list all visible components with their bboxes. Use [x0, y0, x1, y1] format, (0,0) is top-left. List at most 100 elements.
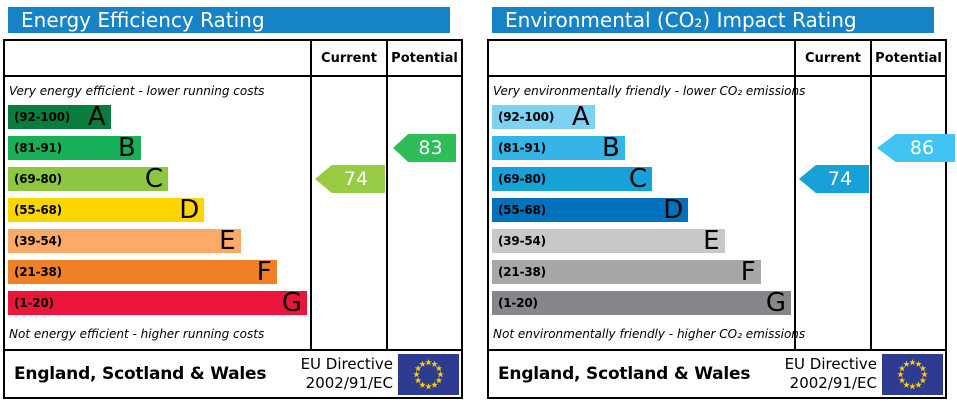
band-e-range: (39-54): [498, 234, 546, 248]
band-c-range: (69-80): [14, 172, 62, 186]
current-value-cell: 74: [310, 77, 386, 349]
band-f-range: (21-38): [14, 265, 62, 279]
potential-value-cell: 83: [386, 77, 461, 349]
potential-value-cell: 86: [870, 77, 955, 349]
environmental-impact-table: Current Potential Very environmentally f…: [487, 39, 955, 399]
band-f-range: (21-38): [498, 265, 546, 279]
current-column-header: Current: [794, 41, 870, 75]
band-e-bar: (39-54) E: [492, 226, 725, 256]
current-rating-arrow: 74: [315, 165, 385, 193]
potential-rating-value: 83: [418, 137, 443, 159]
band-row-f: (21-38) F: [8, 257, 310, 291]
band-a-range: (92-100): [14, 110, 71, 124]
band-e-bar: (39-54) E: [8, 226, 241, 256]
rating-bands: (92-100) A (81-91) B (69-80) C (55-68) D (39…: [8, 102, 310, 322]
band-b-letter: B: [118, 133, 136, 163]
band-g-letter: G: [765, 288, 786, 318]
band-c-range: (69-80): [498, 172, 546, 186]
band-b-bar: (81-91) B: [492, 133, 625, 163]
band-c-letter: C: [628, 164, 648, 194]
band-a-bar: (92-100) A: [8, 102, 111, 132]
eu-flag-icon: [882, 353, 943, 395]
band-g-range: (1-20): [14, 296, 54, 310]
band-row-e: (39-54) E: [8, 226, 310, 260]
band-b-letter: B: [602, 133, 620, 163]
band-a-bar: (92-100) A: [492, 102, 595, 132]
current-column-header: Current: [310, 41, 386, 75]
energy-efficiency-table: Current Potential Very energy efficient …: [3, 39, 463, 399]
eu-directive-label: EU Directive 2002/91/EC: [301, 355, 398, 393]
band-row-b: (81-91) B: [8, 133, 310, 167]
band-row-d: (55-68) D: [492, 195, 794, 229]
top-note: Very environmentally friendly - lower CO…: [493, 84, 806, 98]
band-a-range: (92-100): [498, 110, 555, 124]
band-b-range: (81-91): [498, 141, 546, 155]
band-g-range: (1-20): [498, 296, 538, 310]
potential-column-header: Potential: [870, 41, 945, 75]
eu-flag-icon: [398, 353, 459, 395]
eu-directive-label: EU Directive 2002/91/EC: [785, 355, 882, 393]
band-g-bar: (1-20) G: [492, 288, 791, 318]
band-a-letter: A: [571, 102, 590, 132]
band-e-letter: E: [219, 226, 236, 256]
table-footer: England, Scotland & Wales EU Directive 2…: [489, 349, 945, 397]
band-row-b: (81-91) B: [492, 133, 794, 167]
eu-directive-line2: 2002/91/EC: [305, 374, 393, 392]
band-f-bar: (21-38) F: [8, 257, 277, 287]
band-row-a: (92-100) A: [8, 102, 310, 136]
band-c-bar: (69-80) C: [8, 164, 169, 194]
environmental-impact-panel: Environmental (CO₂) Impact Rating Curren…: [487, 4, 955, 399]
bottom-note: Not energy efficient - higher running co…: [9, 327, 265, 341]
rating-header-cell: [489, 41, 794, 75]
potential-column-header: Potential: [386, 41, 461, 75]
rating-header-cell: [5, 41, 310, 75]
table-footer: England, Scotland & Wales EU Directive 2…: [5, 349, 461, 397]
band-d-bar: (55-68) D: [492, 195, 689, 225]
band-row-a: (92-100) A: [492, 102, 794, 136]
band-d-letter: D: [663, 195, 684, 225]
table-header-row: Current Potential: [5, 41, 461, 77]
band-d-range: (55-68): [14, 203, 62, 217]
band-row-g: (1-20) G: [8, 288, 310, 322]
band-e-range: (39-54): [14, 234, 62, 248]
bottom-note: Not environmentally friendly - higher CO…: [493, 327, 806, 341]
band-d-letter: D: [179, 195, 200, 225]
band-row-g: (1-20) G: [492, 288, 794, 322]
band-g-letter: G: [281, 288, 302, 318]
current-rating-value: 74: [343, 168, 369, 190]
environmental-impact-title: Environmental (CO₂) Impact Rating: [492, 7, 934, 33]
band-row-c: (69-80) C: [8, 164, 310, 198]
band-c-letter: C: [144, 164, 164, 194]
current-rating-arrow: 74: [799, 165, 869, 193]
band-row-e: (39-54) E: [492, 226, 794, 260]
band-a-letter: A: [87, 102, 106, 132]
band-row-d: (55-68) D: [8, 195, 310, 229]
band-b-bar: (81-91) B: [8, 133, 141, 163]
region-label: England, Scotland & Wales: [498, 364, 751, 384]
band-d-bar: (55-68) D: [8, 195, 205, 225]
rating-bands: (92-100) A (81-91) B (69-80) C (55-68) D (39…: [492, 102, 794, 322]
current-rating-value: 74: [827, 168, 853, 190]
band-f-bar: (21-38) F: [492, 257, 761, 287]
band-row-f: (21-38) F: [492, 257, 794, 291]
band-b-range: (81-91): [14, 141, 62, 155]
rating-scale-cell: Very energy efficient - lower running co…: [5, 77, 310, 349]
region-label: England, Scotland & Wales: [14, 364, 267, 384]
table-body: Very energy efficient - lower running co…: [5, 77, 461, 349]
band-c-bar: (69-80) C: [492, 164, 653, 194]
potential-rating-arrow: 83: [393, 134, 456, 162]
band-e-letter: E: [703, 226, 720, 256]
energy-efficiency-title: Energy Efficiency Rating: [8, 7, 450, 33]
current-value-cell: 74: [794, 77, 870, 349]
eu-directive-line2: 2002/91/EC: [789, 374, 877, 392]
band-f-letter: F: [256, 257, 272, 287]
potential-rating-arrow: 86: [877, 134, 955, 162]
eu-directive-line1: EU Directive: [300, 355, 393, 373]
potential-rating-value: 86: [909, 137, 935, 159]
top-note: Very energy efficient - lower running co…: [9, 84, 265, 98]
band-d-range: (55-68): [498, 203, 546, 217]
eu-directive-line1: EU Directive: [784, 355, 877, 373]
band-f-letter: F: [740, 257, 756, 287]
table-body: Very environmentally friendly - lower CO…: [489, 77, 955, 349]
